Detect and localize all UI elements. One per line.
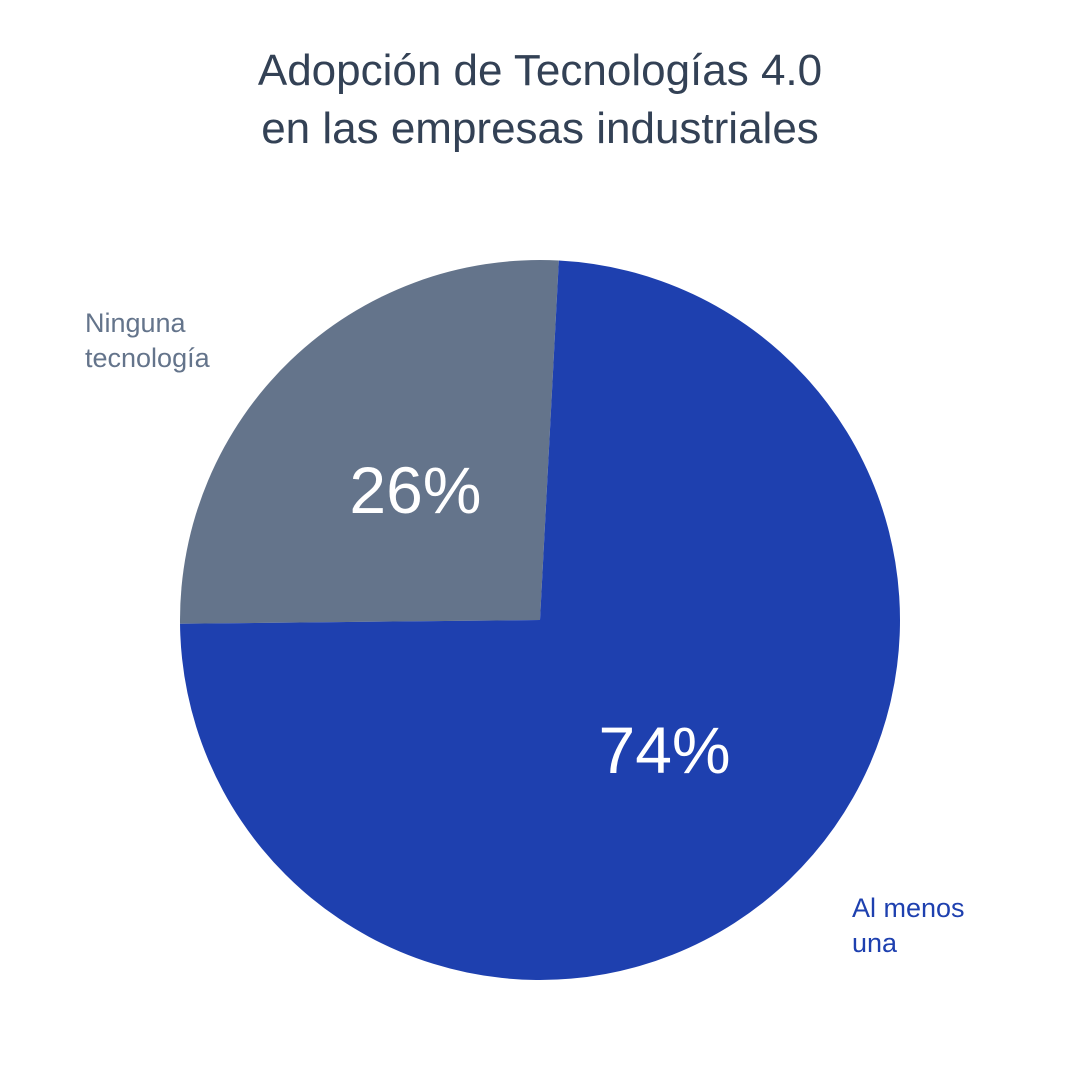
pie-slice-al-menos-una [180,260,900,981]
chart-title-line-1: Adopción de Tecnologías 4.0 [257,46,823,95]
category-label-al-menos-una-line-2: una [852,928,898,958]
value-label-ninguna: 26% [349,453,481,527]
category-label-al-menos-una: Al menos una [852,891,965,961]
value-label-al-menos-una: 74% [599,713,731,787]
category-label-ninguna-line-2: tecnología [85,343,210,373]
category-label-ninguna: Ninguna tecnología [85,306,210,376]
chart-title-line-2: en las empresas industriales [261,104,819,153]
category-label-al-menos-una-line-1: Al menos [852,893,965,923]
category-label-ninguna-line-1: Ninguna [85,308,186,338]
pie-slice-ninguna [180,260,559,624]
chart-title: Adopción de Tecnologías 4.0 en las empre… [0,42,1080,158]
